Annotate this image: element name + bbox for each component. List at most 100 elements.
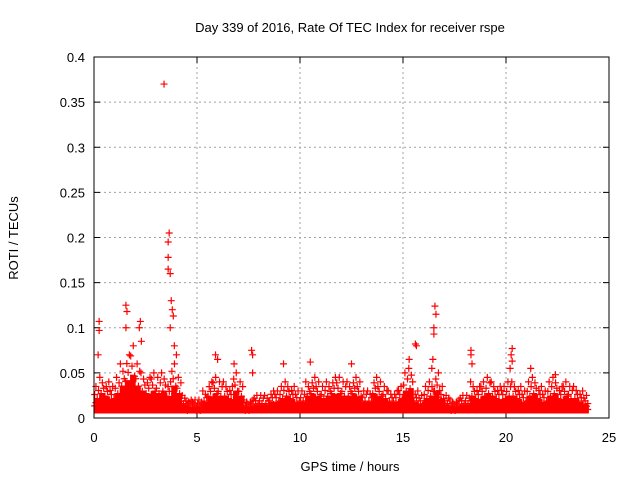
data-point (151, 387, 159, 395)
data-point-outlier (137, 337, 145, 345)
data-point (562, 378, 570, 386)
data-point (170, 360, 178, 368)
data-point (400, 381, 408, 389)
data-point (555, 386, 563, 394)
data-point (563, 392, 571, 400)
data-point (328, 390, 336, 398)
data-point (482, 384, 490, 392)
data-point (559, 383, 567, 391)
data-point (149, 381, 157, 389)
data-point (584, 400, 592, 408)
data-point (478, 387, 486, 395)
data-point (545, 378, 553, 386)
data-point (231, 381, 239, 389)
data-point (373, 373, 381, 381)
data-point (499, 391, 507, 399)
data-point (102, 383, 110, 391)
data-point (145, 384, 153, 392)
data-points (91, 80, 592, 415)
data-point-outlier (164, 238, 172, 246)
data-point (321, 386, 329, 394)
data-point (343, 378, 351, 386)
data-point (307, 390, 315, 398)
data-point (382, 395, 390, 403)
data-point (219, 378, 227, 386)
data-point (281, 378, 289, 386)
data-point (225, 395, 233, 403)
data-point (160, 375, 168, 383)
data-point (273, 387, 281, 395)
data-point (379, 391, 387, 399)
data-point-outlier (412, 342, 420, 350)
data-point (544, 387, 552, 395)
data-point (554, 395, 562, 403)
data-point (143, 379, 151, 387)
data-point (334, 384, 342, 392)
data-point (473, 386, 481, 394)
data-point (380, 382, 388, 390)
data-point-outlier (468, 360, 476, 368)
data-point (584, 406, 592, 414)
data-point (322, 378, 330, 386)
data-point (280, 386, 288, 394)
data-point (406, 385, 414, 393)
data-point (537, 382, 545, 390)
data-point-outlier (551, 371, 559, 379)
data-point (404, 375, 412, 383)
data-point (118, 382, 126, 390)
data-point (282, 392, 290, 400)
data-point (356, 378, 364, 386)
data-point-outlier (507, 351, 515, 359)
data-point (230, 375, 238, 383)
data-point (557, 391, 565, 399)
data-point (97, 390, 105, 398)
data-point (159, 387, 167, 395)
data-point (431, 387, 439, 395)
data-point (348, 390, 356, 398)
data-point (140, 375, 148, 383)
data-point (552, 379, 560, 387)
data-point-outlier (280, 360, 288, 368)
data-point (284, 383, 292, 391)
data-point-outlier (166, 324, 174, 332)
data-point (136, 367, 144, 375)
data-point (432, 375, 440, 383)
data-point (510, 383, 518, 391)
y-tick-label: 0.15 (60, 276, 85, 291)
data-point (349, 379, 357, 387)
data-point (535, 386, 543, 394)
data-point (304, 383, 312, 391)
data-point (550, 390, 558, 398)
data-point (128, 391, 136, 399)
data-point (290, 382, 298, 390)
data-point (209, 379, 217, 387)
data-point-outlier (248, 346, 256, 354)
data-point (517, 382, 525, 390)
y-tick-label: 0.3 (67, 140, 85, 155)
data-point-outlier (160, 80, 168, 88)
data-point-outlier (95, 326, 103, 334)
data-point (235, 387, 243, 395)
x-axis-label: GPS time / hours (301, 459, 400, 474)
data-point (514, 386, 522, 394)
data-point-outlier (168, 306, 176, 314)
data-point-outlier (166, 270, 174, 278)
data-point (492, 395, 500, 403)
data-point (548, 383, 556, 391)
data-point (324, 392, 332, 400)
y-axis-label: ROTI / TECUs (6, 196, 21, 280)
data-point (276, 391, 284, 399)
data-point (142, 390, 150, 398)
data-point (317, 391, 325, 399)
data-point (469, 383, 477, 391)
data-point-outlier (170, 342, 178, 350)
x-tick-label: 25 (602, 430, 616, 445)
data-point (346, 383, 354, 391)
data-point (513, 395, 521, 403)
data-point (479, 378, 487, 386)
data-point (561, 387, 569, 395)
data-point (564, 391, 572, 399)
data-point (570, 382, 578, 390)
data-point (316, 392, 324, 400)
